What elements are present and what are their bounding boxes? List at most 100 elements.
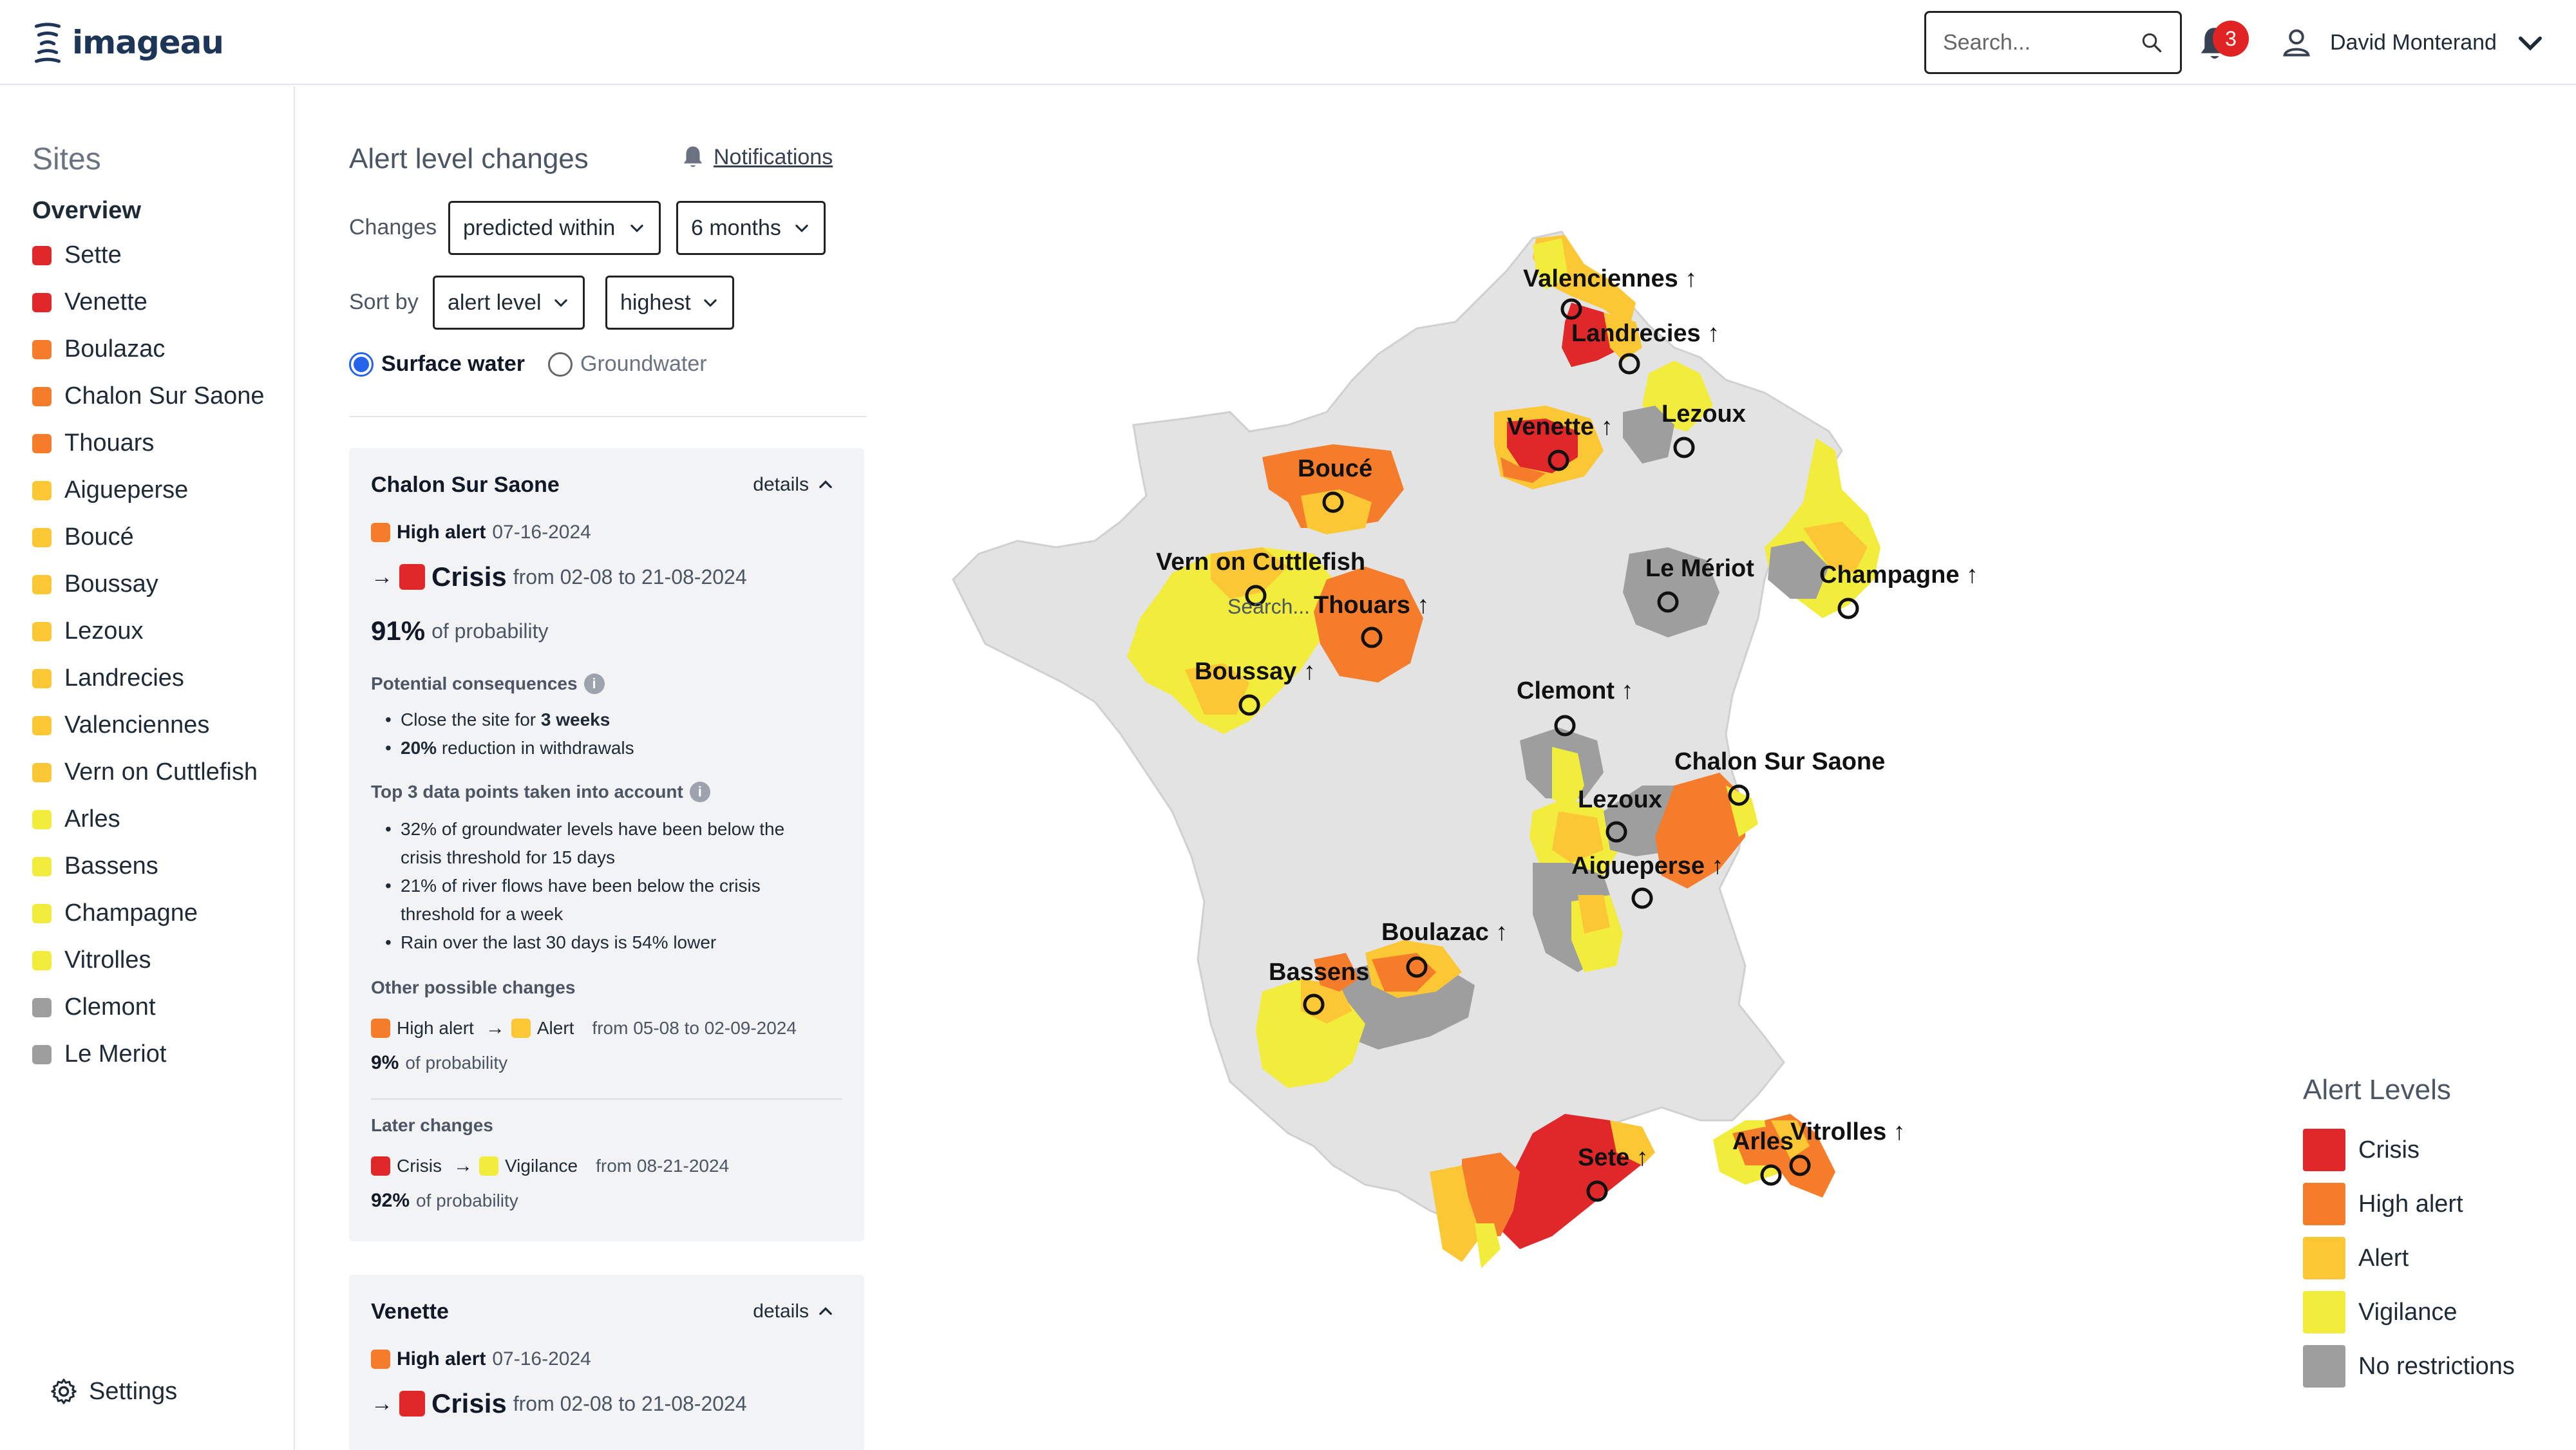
site-map-label[interactable]: Clemont ↑ [1517, 677, 1634, 704]
sidebar-item-site[interactable]: Aigueperse [32, 467, 265, 514]
region-chalon-vigilance[interactable] [1726, 786, 1758, 837]
sidebar-item-site[interactable]: Thouars [32, 420, 265, 467]
site-marker[interactable] [1789, 1154, 1811, 1176]
site-marker[interactable] [1361, 626, 1383, 648]
site-marker[interactable] [1303, 993, 1325, 1015]
site-map-label[interactable]: Boussay ↑ [1195, 658, 1316, 685]
site-map-label[interactable]: Thouars ↑ [1314, 592, 1429, 619]
site-map-label[interactable]: Venette ↑ [1507, 413, 1613, 440]
region-champagne-alert[interactable] [1803, 522, 1868, 573]
groundwater-radio[interactable] [548, 352, 573, 377]
site-map-label[interactable]: Boucé [1298, 455, 1372, 482]
sidebar-item-site[interactable]: Lezoux [32, 608, 265, 655]
site-map-label[interactable]: Valenciennes ↑ [1523, 265, 1697, 292]
search-input[interactable] [1943, 30, 2140, 55]
info-icon[interactable]: i [689, 782, 710, 802]
sidebar-item-site[interactable]: Arles [32, 796, 265, 843]
region-venette-crisis[interactable] [1507, 419, 1578, 473]
site-map-label[interactable]: Arles [1732, 1128, 1794, 1155]
region-boussay-alert[interactable] [1185, 663, 1249, 715]
region-vern-on-cuttlefish[interactable] [1127, 547, 1333, 734]
sidebar-item-site[interactable]: Venette [32, 279, 265, 326]
region-venette-high[interactable] [1501, 457, 1546, 483]
site-marker[interactable] [1238, 694, 1260, 716]
site-map-label[interactable]: Vern on Cuttlefish [1156, 549, 1365, 576]
site-map-label[interactable]: Lezoux [1578, 786, 1662, 813]
region-landrecies-alert[interactable] [1604, 312, 1642, 361]
region-vitrolles-alert[interactable] [1771, 1120, 1810, 1159]
map-search-hint[interactable]: Search... [1227, 595, 1311, 618]
site-marker[interactable] [1245, 585, 1267, 607]
site-marker[interactable] [1554, 715, 1576, 737]
sidebar-item-site[interactable]: Vern on Cuttlefish [32, 749, 265, 796]
region-sete-vigilance[interactable] [1475, 1223, 1501, 1268]
user-menu[interactable]: David Monterand [2280, 23, 2547, 62]
region-champagne-grey[interactable] [1768, 541, 1829, 599]
site-map-label[interactable]: Chalon Sur Saone [1674, 748, 1885, 775]
site-marker[interactable] [1560, 298, 1582, 320]
info-icon[interactable]: i [583, 673, 605, 694]
map-canvas[interactable]: Valenciennes ↑ Landrecies ↑ Lezoux Venette … [927, 219, 2061, 1313]
sidebar-item-site[interactable]: Sette [32, 232, 265, 279]
region-boulazac-high[interactable] [1372, 953, 1436, 992]
card-details-toggle[interactable]: details [753, 474, 835, 496]
site-marker[interactable] [1728, 784, 1750, 806]
region-thouars[interactable] [1314, 567, 1423, 683]
logo[interactable]: imageau [32, 19, 224, 66]
site-map-label[interactable]: Vitrolles ↑ [1790, 1118, 1906, 1145]
site-marker[interactable] [1322, 491, 1344, 513]
surface-water-label[interactable]: Surface water [381, 352, 525, 376]
legend-item[interactable]: Vigilance [2303, 1285, 2548, 1339]
card-details-toggle[interactable]: details [753, 1301, 835, 1323]
site-map-label[interactable]: Bassens [1269, 959, 1369, 986]
sidebar-item-site[interactable]: Vitrolles [32, 937, 265, 984]
region-sete[interactable] [1501, 1114, 1649, 1249]
site-marker[interactable] [1618, 353, 1640, 375]
notifications-link[interactable]: Notifications [681, 144, 833, 170]
sidebar-item-site[interactable]: Boulazac [32, 326, 265, 373]
region-aigueperse-alert[interactable] [1578, 895, 1610, 934]
site-marker[interactable] [1406, 956, 1428, 978]
site-marker[interactable] [1548, 449, 1569, 471]
sidebar-item-site[interactable]: Boussay [32, 561, 265, 608]
sidebar-item-site[interactable]: Bassens [32, 843, 265, 890]
sort-order-select[interactable]: highest [605, 276, 734, 330]
site-map-label[interactable]: Le Mériot [1645, 555, 1754, 582]
site-marker[interactable] [1837, 598, 1859, 619]
site-marker[interactable] [1673, 437, 1695, 458]
sidebar-item-site[interactable]: Le Meriot [32, 1031, 265, 1078]
france-alert-map[interactable]: Valenciennes ↑ Landrecies ↑ Lezoux Venette … [927, 219, 2061, 1313]
changes-window-select[interactable]: 6 months [676, 201, 826, 255]
sidebar-item-site[interactable]: Chalon Sur Saone [32, 373, 265, 420]
site-map-label[interactable]: Landrecies ↑ [1571, 320, 1719, 347]
legend-item[interactable]: No restrictions [2303, 1339, 2548, 1393]
site-map-label[interactable]: Lezoux [1662, 400, 1746, 428]
site-map-label[interactable]: Boulazac ↑ [1381, 919, 1508, 946]
sidebar-item-overview[interactable]: Overview [32, 197, 141, 224]
region-clemont-vigilance[interactable] [1552, 747, 1584, 811]
changes-mode-select[interactable]: predicted within [448, 201, 661, 255]
sidebar-item-site[interactable]: Landrecies [32, 655, 265, 702]
region-lezoux-north-grey[interactable] [1623, 406, 1674, 464]
sidebar-item-site[interactable]: Valenciennes [32, 702, 265, 749]
legend-item[interactable]: Alert [2303, 1231, 2548, 1285]
sidebar-item-site[interactable]: Clemont [32, 984, 265, 1031]
region-sete-high[interactable] [1462, 1153, 1520, 1236]
site-marker[interactable] [1586, 1180, 1608, 1202]
region-chalon-sur-saone[interactable] [1655, 773, 1745, 889]
site-map-label[interactable]: Sete ↑ [1578, 1144, 1649, 1171]
region-lezoux-alert[interactable] [1552, 811, 1604, 863]
region-valenciennes-vigilance[interactable] [1533, 238, 1568, 290]
region-bassens-high[interactable] [1314, 953, 1359, 992]
groundwater-label[interactable]: Groundwater [580, 352, 707, 376]
settings-button[interactable]: Settings [49, 1377, 177, 1406]
sidebar-item-site[interactable]: Champagne [32, 890, 265, 937]
surface-water-radio[interactable] [349, 352, 374, 377]
legend-item[interactable]: Crisis [2303, 1123, 2548, 1177]
sort-field-select[interactable]: alert level [433, 276, 585, 330]
search-field[interactable] [1924, 11, 2182, 74]
region-vern-alert[interactable] [1211, 547, 1288, 599]
site-marker[interactable] [1760, 1164, 1782, 1186]
site-map-label[interactable]: Champagne ↑ [1819, 561, 1978, 588]
site-marker[interactable] [1631, 887, 1653, 909]
